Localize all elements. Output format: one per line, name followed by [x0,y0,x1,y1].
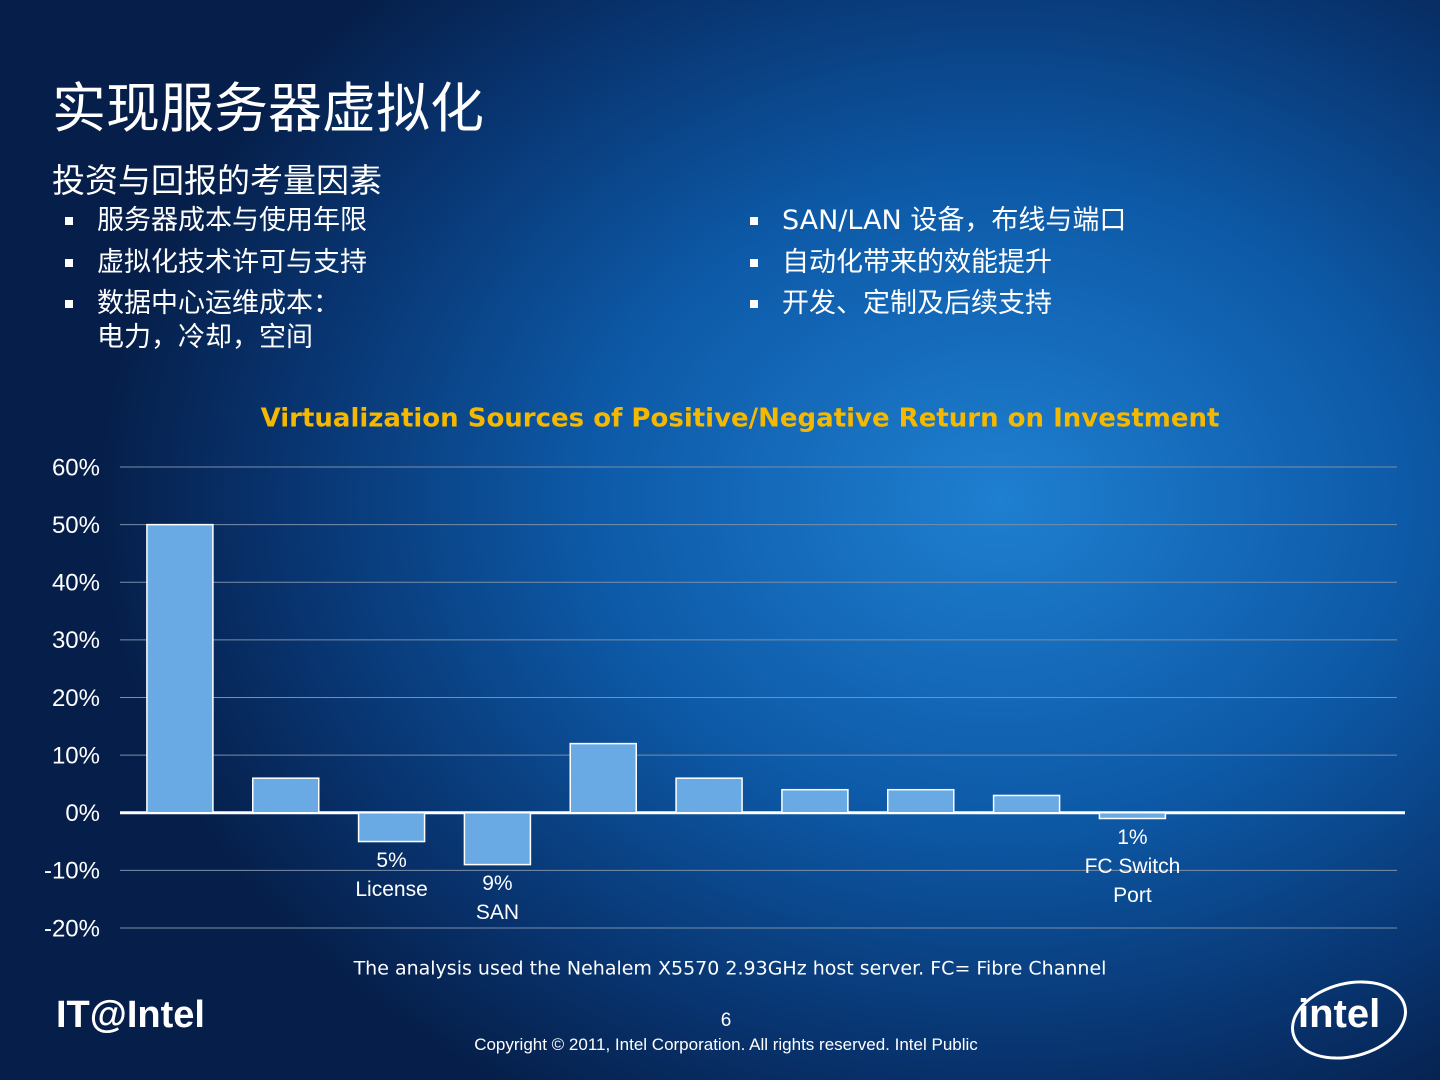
logo: intel [1298,992,1381,1036]
bullet-text: SAN/LAN 设备，布线与端口 [782,205,1127,236]
bar [675,777,743,814]
category-label: SAN [475,900,519,924]
data-label: 1% FC Switch Port [1070,823,1194,910]
data-label: 5% License [330,846,454,904]
bar [1098,812,1167,820]
bullet-text: 虚拟化技术许可与支持 [97,247,367,278]
bullet-text: 数据中心运维成本： [97,288,340,319]
data-label: 9% SAN [435,869,559,927]
y-tick-label: -10% [44,858,100,885]
brand: IT@Intel [56,994,205,1036]
bullet: 虚拟化技术许可与支持 [65,246,367,280]
bar [781,788,849,814]
chart-note: The analysis used the Nehalem X5570 2.93… [353,958,1107,980]
bullet: 自动化带来的效能提升 [750,246,1052,280]
y-tick-label: 0% [65,800,100,827]
value-label: 5% [376,848,407,872]
bullet-text: 开发、定制及后续支持 [782,288,1052,319]
page-number: 6 [720,1010,732,1031]
chart-title: Virtualization Sources of Positive/Negat… [261,404,1220,434]
slide-subtitle: 投资与回报的考量因素 [52,161,382,200]
bullet: 开发、定制及后续支持 [750,287,1052,321]
y-tick-label: 30% [52,627,100,654]
value-label: 1% [1117,825,1148,849]
y-tick-label: 60% [52,454,100,481]
y-tick-label: -20% [44,915,100,942]
bar [569,742,637,814]
bar [357,812,426,843]
y-tick-label: 20% [52,685,100,712]
bullet: 服务器成本与使用年限 [65,204,367,238]
category-label: License [355,877,428,901]
bullet: SAN/LAN 设备，布线与端口 [750,204,1127,238]
bar [887,788,955,814]
bullet-text: 服务器成本与使用年限 [97,205,367,236]
bar [992,794,1061,814]
bullet-text: 电力，冷却，空间 [97,322,313,353]
bullet: 数据中心运维成本： 电力，冷却，空间 [65,287,340,355]
bar [252,777,320,814]
y-tick-label: 50% [52,512,100,539]
category-label: FC Switch Port [1084,854,1181,907]
value-label: 9% [482,871,513,895]
bar [146,523,214,814]
copyright: Copyright © 2011, Intel Corporation. All… [474,1035,978,1054]
bullet-text: 自动化带来的效能提升 [782,247,1052,278]
bar [463,812,532,866]
y-tick-label: 10% [52,742,100,769]
slide-title: 实现服务器虚拟化 [52,77,484,140]
y-tick-label: 40% [52,570,100,597]
